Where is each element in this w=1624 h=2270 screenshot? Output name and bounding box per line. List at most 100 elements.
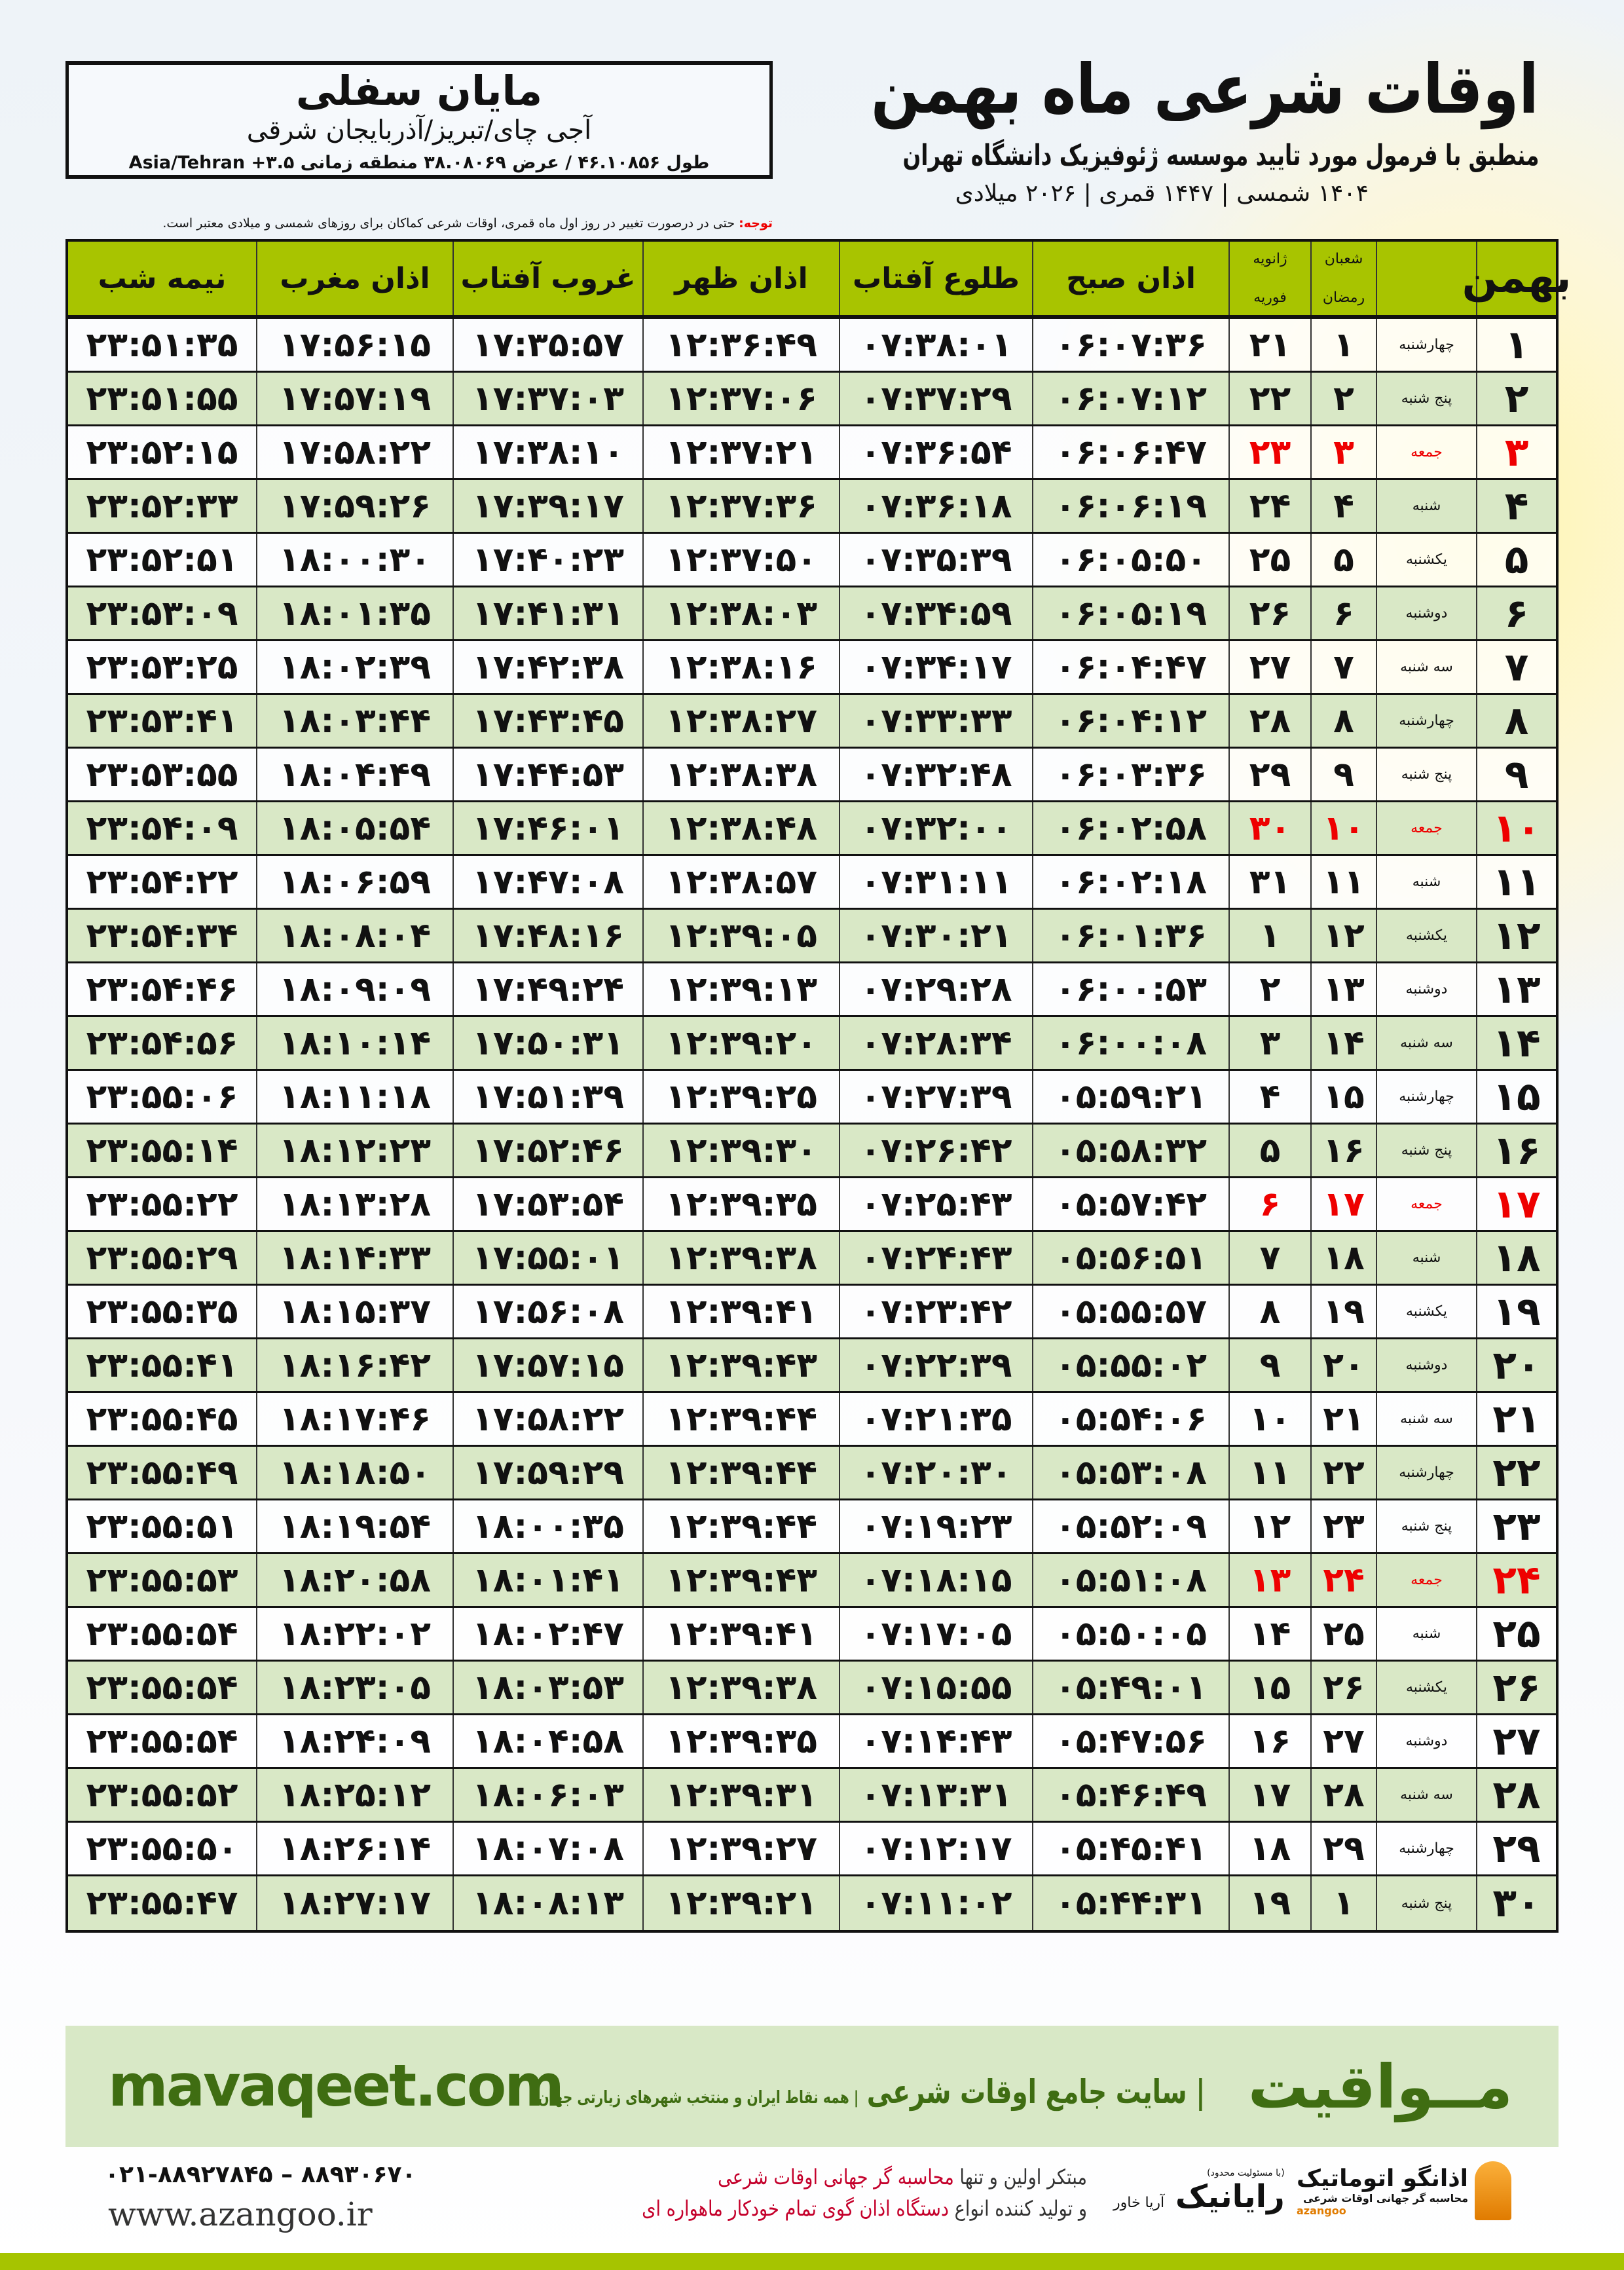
cell-maghrib: ۱۸:۰۵:۵۴ (256, 802, 452, 854)
cell-fajr: ۰۵:۴۹:۰۱ (1032, 1662, 1228, 1713)
cell-wd: جمعه (1376, 1178, 1476, 1230)
cell-maghrib: ۱۸:۲۴:۰۹ (256, 1715, 452, 1767)
cell-midnight: ۲۳:۵۵:۳۵ (86, 1292, 239, 1331)
note: توجه: حتی در درصورت تغییر در روز اول ماه… (65, 215, 773, 232)
cell-sunrise: ۰۷:۲۲:۳۹ (839, 1339, 1032, 1391)
cell-day: ۱۰ (1476, 802, 1556, 854)
cell-dhuhr: ۱۲:۳۹:۴۱ (642, 1286, 839, 1337)
cell-sunrise: ۰۷:۱۴:۴۳ (839, 1715, 1032, 1767)
header-day: بهمن (1462, 242, 1571, 315)
cell-maghrib: ۱۸:۲۰:۵۸ (256, 1554, 452, 1606)
slogan-2b: دستگاه اذان گوی تمام خودکار ماهواره ای (642, 2196, 950, 2221)
cell-greg: ۹ (1228, 1339, 1310, 1391)
rayanik-name: رایانیک (1175, 2178, 1285, 2215)
cell-day: ۱۹ (1476, 1286, 1556, 1337)
table-row: ۱۸ شنبه ۱۸ ۷ ۰۵:۵۶:۵۱ ۰۷:۲۴:۴۳ ۱۲:۳۹:۳۸ ۱۷:۵۵:۰… (68, 1232, 1556, 1286)
cell-hij: ۲۵ (1310, 1608, 1376, 1660)
cell-sunset: ۱۷:۳۸:۱۰ (452, 426, 642, 478)
cell-dhuhr: ۱۲:۳۹:۳۵ (642, 1178, 839, 1230)
cell-sunset: ۱۷:۳۵:۵۷ (452, 319, 642, 371)
cell-day: ۱۳ (1476, 963, 1556, 1015)
cell-greg: ۲۴ (1228, 480, 1310, 532)
cell-hij: ۱۱ (1310, 856, 1376, 908)
table-row: ۷ سه شنبه ۷ ۲۷ ۰۶:۰۴:۴۷ ۰۷:۳۴:۱۷ ۱۲:۳۸:۱۶ ۱۷:۴۲… (68, 641, 1556, 695)
cell-sunrise: ۰۷:۱۱:۰۲ (839, 1876, 1032, 1930)
cell-dhuhr: ۱۲:۳۷:۲۱ (642, 426, 839, 478)
cell-dhuhr: ۱۲:۳۹:۴۴ (642, 1500, 839, 1552)
cell-hij: ۸ (1310, 695, 1376, 747)
cell-midnight: ۲۳:۵۵:۵۴ (86, 1667, 239, 1707)
cell-day: ۷ (1476, 641, 1556, 693)
table-row: ۶ دوشنبه ۶ ۲۶ ۰۶:۰۵:۱۹ ۰۷:۳۴:۵۹ ۱۲:۳۸:۰۳ ۱۷:۴۱:… (68, 587, 1556, 641)
cell-greg: ۲۵ (1228, 534, 1310, 586)
table-row: ۲۰ دوشنبه ۲۰ ۹ ۰۵:۵۵:۰۲ ۰۷:۲۲:۳۹ ۱۲:۳۹:۴۳ ۱۷:۵۷… (68, 1339, 1556, 1393)
cell-day: ۲۹ (1476, 1823, 1556, 1874)
cell-sunset: ۱۷:۴۰:۲۳ (452, 534, 642, 586)
prayer-times-table: بهمن شعبان رمضان ژانویه فوریه اذان صبح طلو… (65, 239, 1571, 1933)
cell-wd: سه شنبه (1376, 1393, 1476, 1445)
cell-day: ۴ (1476, 480, 1556, 532)
cell-midnight: ۲۳:۵۲:۳۳ (86, 486, 239, 526)
header-sunset: غروب آفتاب (452, 242, 642, 315)
banner-title: | سایت جامع اوقات شرعی (866, 2073, 1205, 2111)
cell-day: ۱۶ (1476, 1125, 1556, 1176)
cell-day: ۲۴ (1476, 1554, 1556, 1606)
cell-sunrise: ۰۷:۲۸:۳۴ (839, 1017, 1032, 1069)
cell-wd: پنج شنبه (1376, 373, 1476, 424)
cell-maghrib: ۱۸:۰۴:۴۹ (256, 749, 452, 800)
cell-dhuhr: ۱۲:۳۸:۳۸ (642, 749, 839, 800)
cell-midnight: ۲۳:۵۳:۰۹ (86, 593, 239, 633)
cell-dhuhr: ۱۲:۳۹:۳۰ (642, 1125, 839, 1176)
header-fajr: اذان صبح (1032, 242, 1228, 315)
cell-wd: یکشنبه (1376, 910, 1476, 961)
page-title: اوقات شرعی ماه بهمن (871, 49, 1539, 129)
cell-dhuhr: ۱۲:۳۹:۳۸ (642, 1232, 839, 1284)
cell-midnight: ۲۳:۵۳:۲۵ (86, 647, 239, 687)
header-midnight: نیمه شب (98, 261, 227, 295)
cell-greg: ۲۷ (1228, 641, 1310, 693)
cell-midnight: ۲۳:۵۵:۰۶ (86, 1077, 239, 1117)
cell-day: ۳۰ (1476, 1876, 1556, 1930)
cell-sunset: ۱۸:۰۳:۵۳ (452, 1662, 642, 1713)
table-row: ۱۶ پنج شنبه ۱۶ ۵ ۰۵:۵۸:۳۲ ۰۷:۲۶:۴۲ ۱۲:۳۹:۳۰ ۱۷:… (68, 1125, 1556, 1178)
cell-midnight: ۲۳:۵۳:۵۵ (86, 754, 239, 794)
cell-sunset: ۱۷:۵۸:۲۲ (452, 1393, 642, 1445)
cell-hij: ۹ (1310, 749, 1376, 800)
cell-fajr: ۰۶:۰۲:۵۸ (1032, 802, 1228, 854)
cell-wd: پنج شنبه (1376, 1125, 1476, 1176)
cell-midnight: ۲۳:۵۵:۵۳ (86, 1560, 239, 1600)
table-row: ۲۸ سه شنبه ۲۸ ۱۷ ۰۵:۴۶:۴۹ ۰۷:۱۳:۳۱ ۱۲:۳۹:۳۱ ۱۸:… (68, 1769, 1556, 1823)
cell-day: ۱۲ (1476, 910, 1556, 961)
cell-day: ۳ (1476, 426, 1556, 478)
cell-hij: ۶ (1310, 587, 1376, 639)
azangoo-link[interactable]: www.azangoo.ir (108, 2195, 373, 2233)
cell-sunrise: ۰۷:۳۴:۱۷ (839, 641, 1032, 693)
azangoo-latin: azangoo (1297, 2204, 1346, 2217)
cell-sunrise: ۰۷:۱۸:۱۵ (839, 1554, 1032, 1606)
cell-dhuhr: ۱۲:۳۸:۵۷ (642, 856, 839, 908)
site-link[interactable]: mavaqeet.com (108, 2052, 564, 2119)
table-row: ۱۰ جمعه ۱۰ ۳۰ ۰۶:۰۲:۵۸ ۰۷:۳۲:۰۰ ۱۲:۳۸:۴۸ ۱۷:۴۶:… (68, 802, 1556, 856)
cell-sunrise: ۰۷:۳۱:۱۱ (839, 856, 1032, 908)
cell-greg: ۲ (1228, 963, 1310, 1015)
table-row: ۲۹ چهارشنبه ۲۹ ۱۸ ۰۵:۴۵:۴۱ ۰۷:۱۲:۱۷ ۱۲:۳۹:۲۷ ۱۸… (68, 1823, 1556, 1876)
slogan: مبتکر اولین و تنها محاسبه گر جهانی اوقات… (511, 2161, 1087, 2224)
cell-sunrise: ۰۷:۲۱:۳۵ (839, 1393, 1032, 1445)
cell-wd: دوشنبه (1376, 963, 1476, 1015)
cell-hij: ۲ (1310, 373, 1376, 424)
cell-maghrib: ۱۷:۵۷:۱۹ (256, 373, 452, 424)
cell-greg: ۳۱ (1228, 856, 1310, 908)
slogan-1a: مبتکر اولین و تنها (953, 2165, 1087, 2189)
cell-sunrise: ۰۷:۱۳:۳۱ (839, 1769, 1032, 1821)
cell-sunrise: ۰۷:۳۶:۵۴ (839, 426, 1032, 478)
cell-midnight: ۲۳:۵۵:۵۴ (86, 1614, 239, 1654)
cell-maghrib: ۱۸:۱۳:۲۸ (256, 1178, 452, 1230)
cell-sunset: ۱۷:۵۳:۵۴ (452, 1178, 642, 1230)
cell-dhuhr: ۱۲:۳۹:۴۴ (642, 1393, 839, 1445)
cell-sunrise: ۰۷:۲۰:۳۰ (839, 1447, 1032, 1498)
cell-dhuhr: ۱۲:۳۹:۲۱ (642, 1876, 839, 1930)
cell-hij: ۱۰ (1310, 802, 1376, 854)
table-row: ۲۳ پنج شنبه ۲۳ ۱۲ ۰۵:۵۲:۰۹ ۰۷:۱۹:۲۳ ۱۲:۳۹:۴۴ ۱۸… (68, 1500, 1556, 1554)
cell-fajr: ۰۵:۵۹:۲۱ (1032, 1071, 1228, 1123)
cell-hij: ۱۵ (1310, 1071, 1376, 1123)
